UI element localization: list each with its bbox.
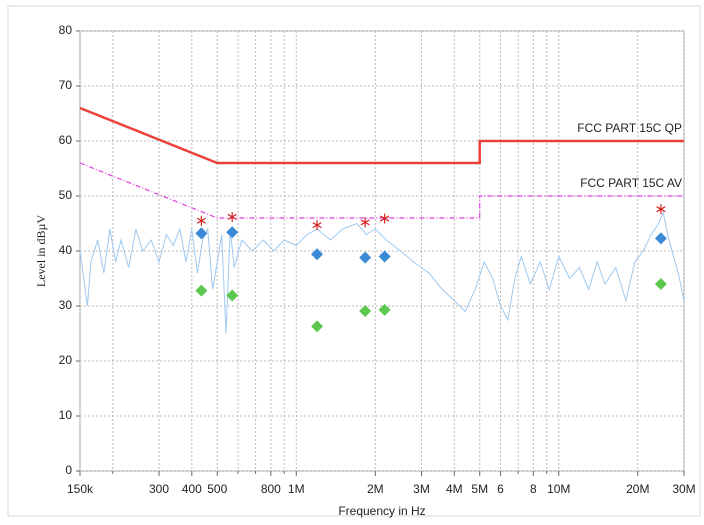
- x-tick-label: 4M: [446, 482, 463, 496]
- x-tick-label: 30M: [672, 482, 695, 496]
- limit-label: FCC PART 15C AV: [580, 176, 682, 190]
- detector-marker: [311, 320, 324, 333]
- y-tick-label: 40: [59, 243, 73, 257]
- y-tick-label: 10: [59, 408, 73, 422]
- detector-marker: [654, 278, 667, 290]
- x-tick-label: 20M: [626, 482, 649, 496]
- peak-marker: [227, 211, 237, 222]
- x-tick-label: 500: [207, 482, 227, 496]
- peak-marker: [196, 215, 207, 226]
- x-tick-label: 1M: [288, 482, 305, 496]
- peak-marker: [656, 204, 666, 215]
- y-tick-label: 60: [59, 133, 73, 147]
- x-tick-label: 150k: [67, 482, 94, 496]
- peak-marker-stroke: [379, 215, 390, 222]
- detector-marker: [359, 304, 372, 317]
- y-tick-label: 20: [59, 353, 73, 367]
- frame: [7, 5, 701, 517]
- detector-marker: [654, 232, 667, 245]
- y-tick-label: 80: [59, 23, 73, 37]
- x-tick-label: 800: [261, 482, 281, 496]
- detector-marker: [311, 248, 324, 261]
- detector-marker: [195, 284, 208, 297]
- peak-marker: [312, 220, 322, 231]
- limit-label: FCC PART 15C QP: [577, 121, 682, 135]
- y-axis-title: Level in dBµV: [34, 215, 48, 288]
- detector-marker: [226, 226, 239, 239]
- peak-marker: [379, 213, 390, 224]
- x-tick-label: 5M: [471, 482, 488, 496]
- peak-marker-stroke: [656, 206, 666, 213]
- x-tick-label: 2M: [367, 482, 384, 496]
- peak-marker: [360, 217, 370, 228]
- detector-marker: [226, 289, 239, 302]
- detector-marker: [378, 250, 391, 263]
- peak-marker-stroke: [227, 213, 237, 220]
- peak-marker-stroke: [196, 217, 207, 224]
- x-tick-label: 400: [182, 482, 202, 496]
- detector-marker: [359, 251, 372, 264]
- detector-marker: [378, 303, 391, 316]
- y-tick-label: 50: [59, 188, 73, 202]
- x-tick-label: 300: [149, 482, 169, 496]
- limit-line: [79, 106, 684, 165]
- peak-marker-stroke: [312, 222, 322, 229]
- x-tick-label: 8: [530, 482, 537, 496]
- limit-line: [79, 162, 684, 219]
- x-tick-label: 6: [497, 482, 504, 496]
- detector-marker: [195, 227, 208, 240]
- scan-trace: [79, 210, 685, 334]
- x-tick-label: 10M: [547, 482, 570, 496]
- peak-marker-stroke: [360, 219, 370, 226]
- y-tick-label: 70: [59, 78, 73, 92]
- x-tick-label: 3M: [413, 482, 430, 496]
- y-tick-label: 0: [65, 463, 72, 477]
- x-axis-title: Frequency in Hz: [338, 504, 425, 518]
- y-tick-label: 30: [59, 298, 73, 312]
